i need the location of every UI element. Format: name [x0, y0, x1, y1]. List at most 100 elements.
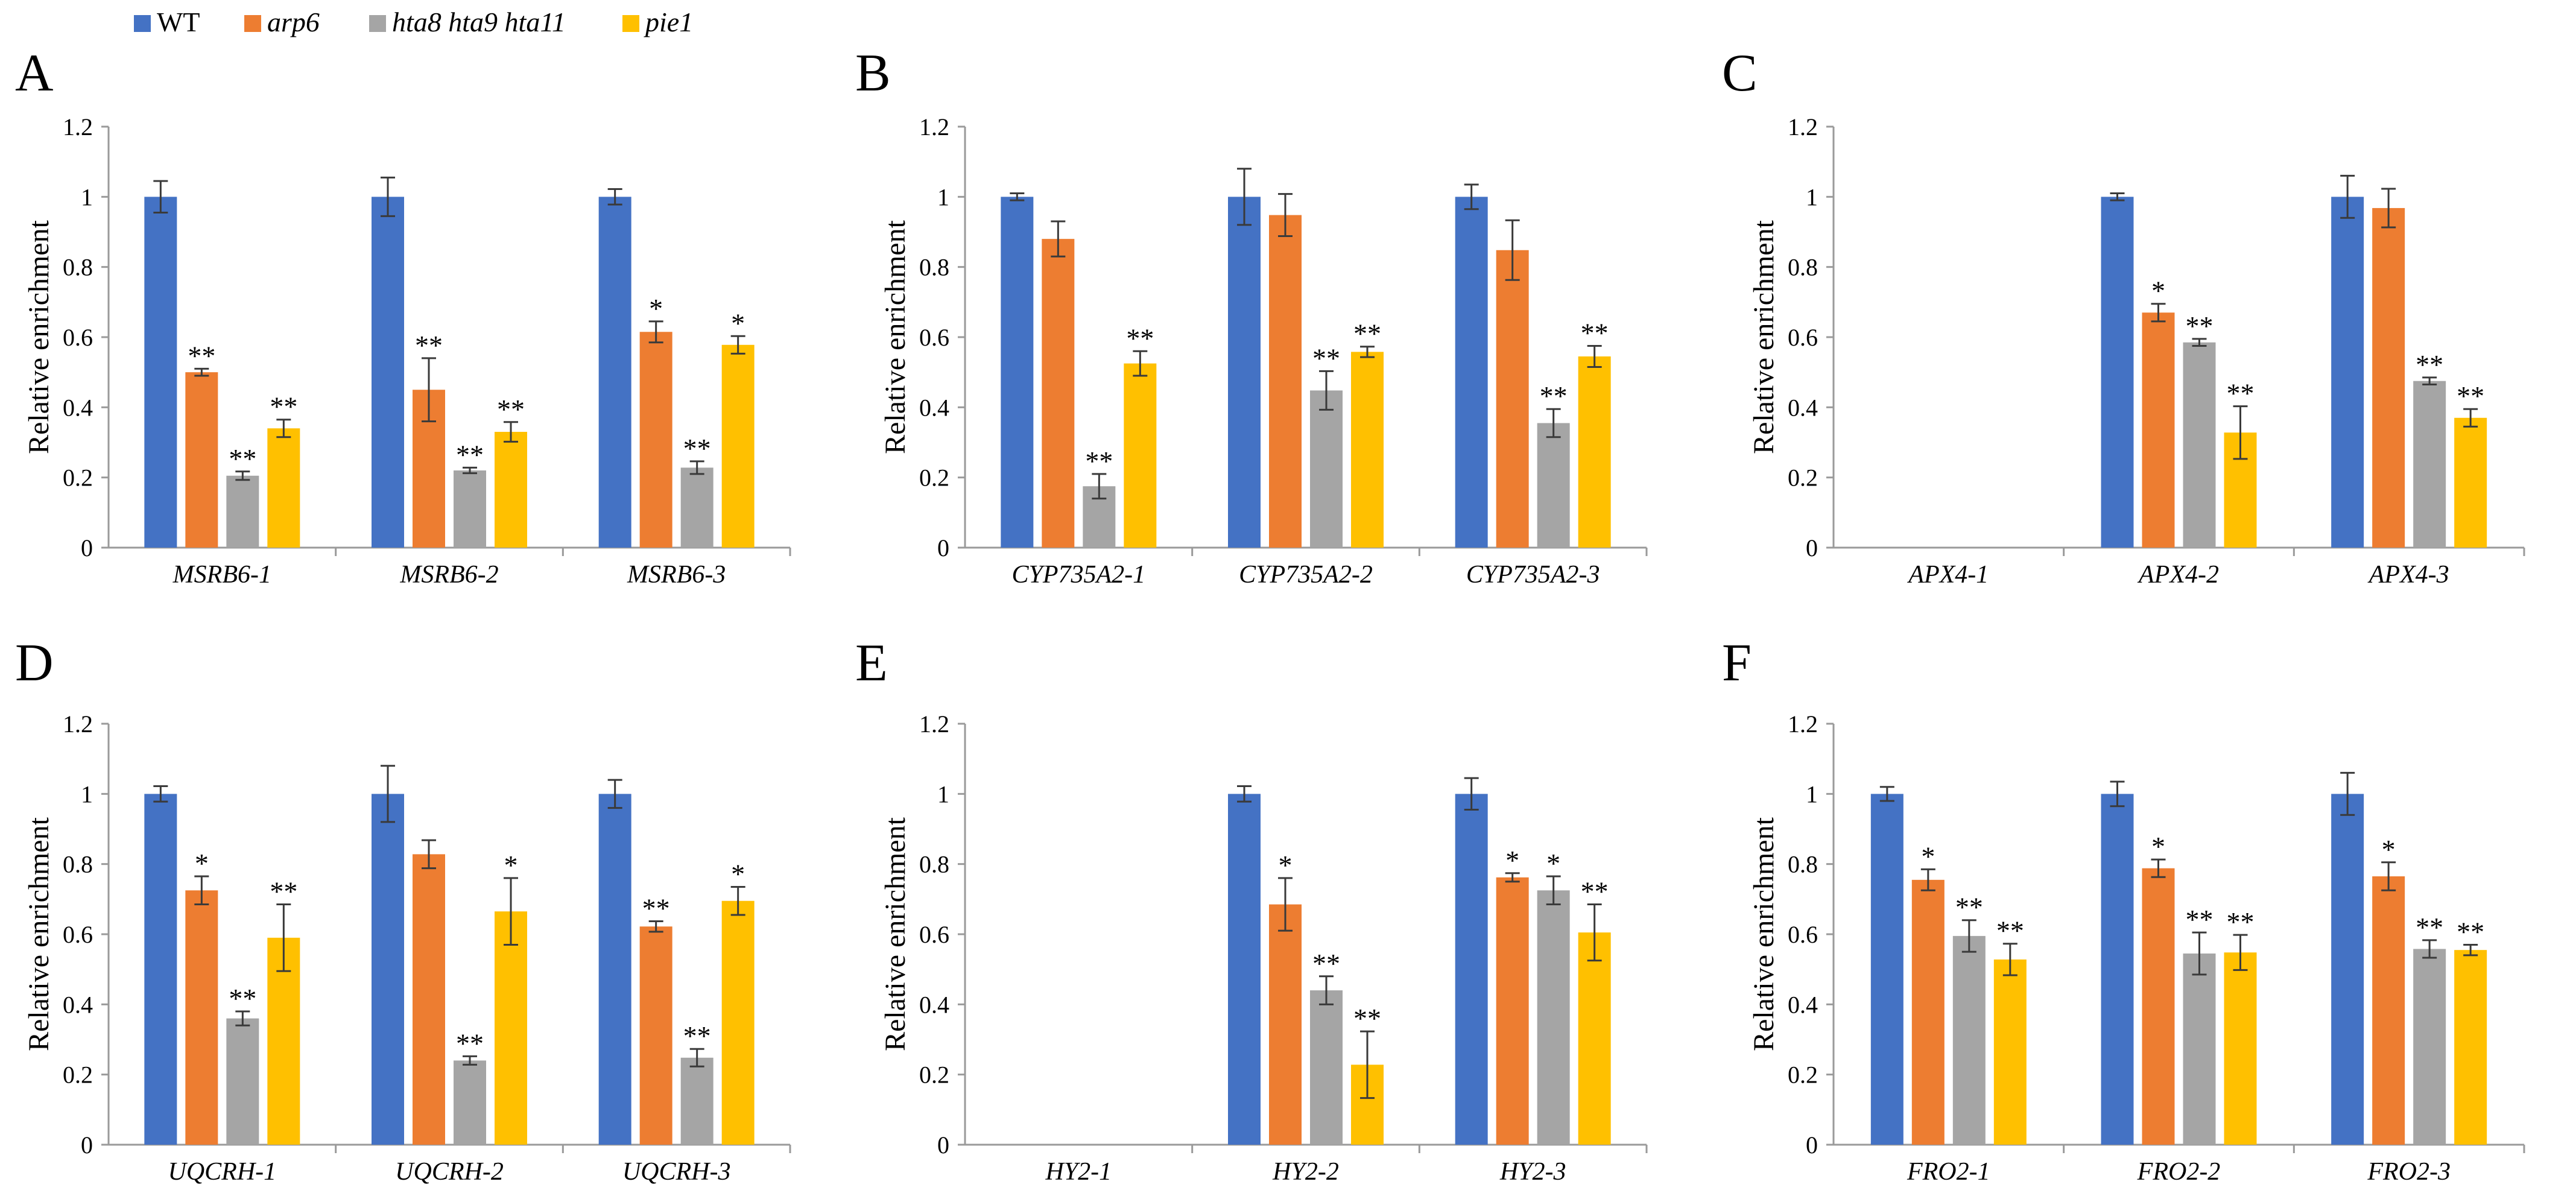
y-tick-label: 0.8: [1788, 851, 1818, 878]
significance-label: **: [683, 1020, 711, 1051]
bar-hta: [2413, 949, 2446, 1145]
significance-label: **: [2227, 378, 2255, 409]
y-tick-label: 1: [937, 780, 949, 808]
panel-letter: B: [855, 44, 891, 103]
error-bar: [1505, 219, 1520, 281]
y-tick-label: 1.2: [1788, 113, 1818, 141]
bar-arp6: [185, 890, 218, 1145]
bar-arp6: [185, 372, 218, 548]
error-bar: [1920, 868, 1935, 891]
error-bar: [607, 188, 622, 206]
error-bar: [1464, 777, 1479, 811]
error-bar: [2340, 771, 2355, 816]
error-bar: [194, 875, 209, 906]
error-bar: [2233, 405, 2248, 460]
error-bar: [235, 1010, 250, 1026]
y-tick-label: 0: [937, 1131, 949, 1159]
error-bar: [194, 367, 209, 377]
error-bar: [1133, 350, 1148, 377]
significance-label: *: [2151, 276, 2165, 306]
error-bar: [2192, 931, 2207, 976]
significance-label: **: [1996, 916, 2024, 946]
y-tick-label: 0.8: [63, 254, 93, 281]
error-bar: [1051, 220, 1066, 258]
x-tick-label: MSRB6-1: [172, 561, 271, 589]
bar-arp6: [2142, 312, 2175, 548]
x-tick-label: HY2-1: [1045, 1158, 1112, 1186]
significance-label: **: [2416, 349, 2443, 380]
error-bar: [730, 885, 745, 916]
bar-hta: [680, 1057, 714, 1145]
y-tick-label: 0.8: [919, 254, 949, 281]
error-bar: [648, 920, 663, 933]
significance-label: *: [731, 308, 745, 338]
bar-arp6: [413, 854, 445, 1145]
significance-label: **: [1126, 323, 1154, 353]
y-tick-label: 1: [81, 183, 93, 210]
x-tick-label: CYP735A2-2: [1239, 561, 1373, 589]
bar-wt: [144, 794, 177, 1145]
y-tick-label: 1.2: [63, 710, 93, 738]
significance-label: **: [2227, 906, 2255, 937]
significance-label: *: [649, 293, 663, 324]
bar-pie1: [2454, 417, 2487, 548]
error-bar: [1278, 193, 1293, 237]
error-bar: [1092, 473, 1107, 500]
y-axis-label: Relative enrichment: [23, 817, 55, 1051]
significance-label: *: [2382, 834, 2396, 865]
y-tick-label: 0.2: [63, 464, 93, 492]
panel-letter: E: [855, 634, 888, 692]
panel-letter: A: [15, 44, 54, 103]
y-tick-label: 1.2: [63, 113, 93, 141]
x-tick-label: UQCRH-1: [168, 1158, 277, 1186]
x-tick-label: UQCRH-2: [395, 1158, 504, 1186]
y-axis-label: Relative enrichment: [879, 817, 911, 1051]
y-axis-label: Relative enrichment: [23, 220, 55, 454]
error-bar: [2110, 192, 2125, 201]
error-bar: [2192, 338, 2207, 347]
bar-wt: [372, 197, 404, 548]
bar-hta: [680, 467, 714, 548]
error-bar: [2233, 934, 2248, 971]
significance-label: **: [1581, 876, 1609, 907]
error-bar: [1237, 785, 1252, 803]
significance-label: *: [2151, 831, 2165, 862]
bar-wt: [144, 197, 177, 548]
error-bar: [1360, 346, 1375, 358]
bar-hta: [1537, 890, 1570, 1145]
significance-label: **: [1353, 318, 1381, 349]
x-tick-label: FRO2-1: [1907, 1158, 1990, 1186]
legend-label-wt: WT: [157, 7, 200, 37]
x-tick-label: HY2-2: [1272, 1158, 1339, 1186]
chart-panel-b: B Relative enrichment 0 0.2 0.4 0.6 0.8 1 1.2 CYP…: [855, 44, 1648, 589]
bar-wt: [1228, 794, 1261, 1145]
bar-pie1: [1578, 932, 1611, 1145]
error-bar: [1546, 875, 1561, 906]
bar-pie1: [267, 937, 300, 1145]
error-bar: [463, 466, 477, 475]
significance-label: **: [456, 439, 484, 470]
bar-hta: [1310, 990, 1343, 1145]
significance-label: **: [1540, 381, 1568, 411]
error-bar: [1237, 168, 1252, 226]
bar-pie1: [1578, 356, 1611, 548]
bar-hta: [1952, 935, 1986, 1145]
legend-swatch-hta: [369, 15, 386, 32]
significance-label: *: [1546, 848, 1560, 879]
y-tick-label: 0.4: [1788, 394, 1818, 421]
bar-wt: [1228, 197, 1261, 548]
bar-arp6: [1042, 239, 1075, 548]
panel-letter: F: [1722, 634, 1752, 692]
bar-arp6: [1269, 904, 1302, 1145]
y-tick-label: 0.4: [63, 991, 93, 1018]
x-tick-label: APX4-1: [1907, 561, 1989, 589]
chart-panel-f: F Relative enrichment 0 0.2 0.4 0.6 0.8 1 1.2 FRO…: [1722, 634, 2525, 1186]
error-bar: [2151, 858, 2166, 878]
error-bar: [2110, 780, 2125, 808]
y-tick-label: 1: [937, 183, 949, 210]
legend-label-pie1: pie1: [644, 7, 693, 37]
bar-hta: [2413, 381, 2446, 548]
significance-label: **: [1581, 318, 1609, 349]
y-tick-label: 0.2: [63, 1061, 93, 1089]
bar-wt: [2331, 197, 2364, 548]
